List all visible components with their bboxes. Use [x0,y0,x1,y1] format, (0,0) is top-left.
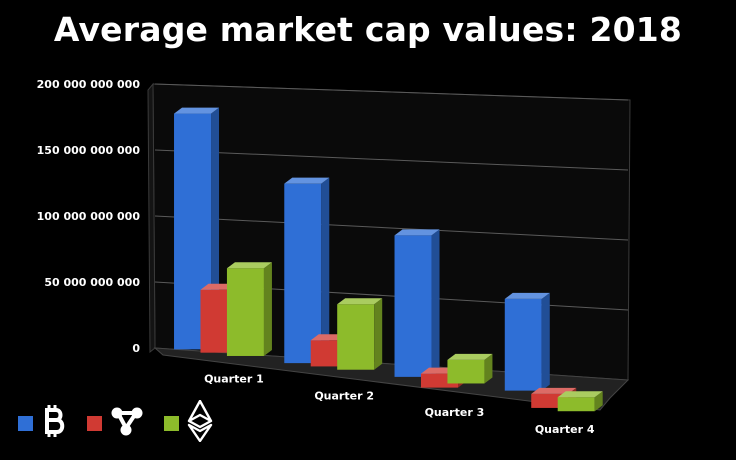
category-labels: Quarter 1 Quarter 2 Quarter 3 Quarter 4 [204,373,595,436]
gridline [154,215,629,241]
bar-side [541,292,550,391]
bar-top [226,262,272,269]
bar-marks [174,107,603,412]
bar-bitcoin-quarter-2 [284,177,330,364]
bar-top [174,107,220,114]
bar-side [431,229,440,377]
y-tick-label: 100 000 000 000 [37,210,141,223]
bar-top [557,391,603,398]
legend-item-ripple [87,405,144,442]
bar-front [557,397,595,412]
category-label: Quarter 4 [535,423,595,436]
bar-side [374,298,383,370]
bar-side [484,353,493,384]
legend-item-ethereum [164,399,213,447]
bar-front [284,183,322,364]
bar-ethereum-quarter-2 [337,298,383,370]
category-label: Quarter 3 [425,406,485,419]
bar-front [504,298,542,391]
bar-front [226,268,264,356]
ripple-icon [110,405,144,442]
y-axis-ticks: 0 50 000 000 000 100 000 000 000 150 000 00… [37,78,629,355]
bar-side [594,391,603,412]
bar-side [263,262,272,356]
bar-front [394,235,432,377]
chart-title: Average market cap values: 2018 [53,10,683,49]
bar-top [504,292,550,299]
bar-top [284,177,330,184]
category-label: Quarter 2 [314,389,374,402]
bar-top [447,353,493,360]
bar-top [394,229,440,236]
ethereum-icon [187,399,213,447]
bar-side [321,177,330,364]
bitcoin-icon [41,403,67,444]
legend-swatch-ethereum [164,415,179,431]
gridline [154,149,629,171]
y-tick-label: 200 000 000 000 [37,78,141,91]
side-wall [147,82,156,354]
y-tick-label: 50 000 000 000 [44,276,140,289]
legend-swatch-ripple [87,415,102,431]
category-label: Quarter 1 [204,373,264,386]
bar-bitcoin-quarter-3 [394,229,440,377]
chart-walls [147,82,631,411]
y-tick-label: 0 [132,342,140,355]
bar-bitcoin-quarter-4 [504,292,550,391]
bar-top [337,298,383,305]
bar-ethereum-quarter-3 [447,353,493,384]
legend [18,399,233,447]
y-tick-label: 150 000 000 000 [37,144,141,157]
bar-front [337,304,375,370]
bar-ethereum-quarter-1 [226,262,272,356]
bar-ethereum-quarter-4 [557,391,603,412]
bar-front [447,359,485,384]
legend-swatch-bitcoin [18,415,33,431]
gridline [154,83,629,101]
legend-item-bitcoin [18,403,67,444]
